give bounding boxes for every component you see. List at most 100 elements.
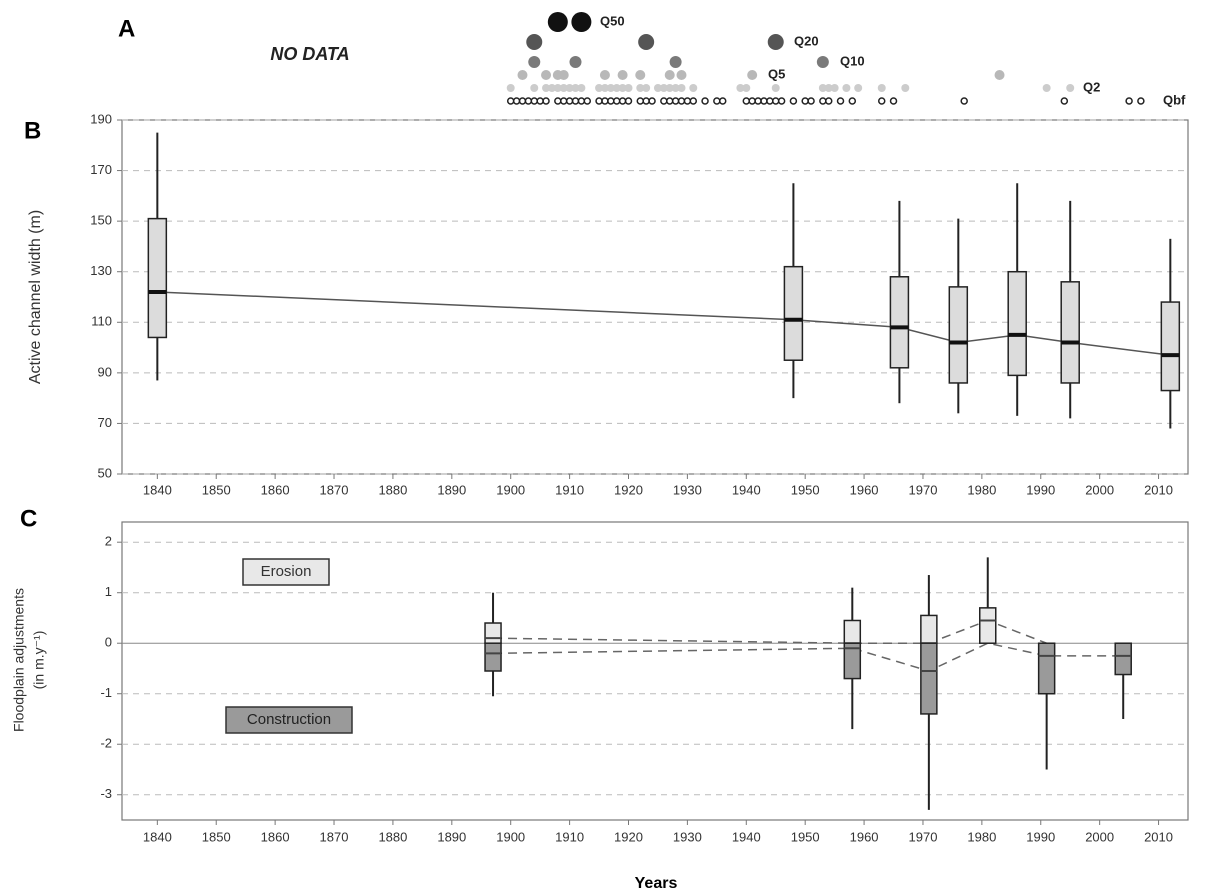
event-dot [517,70,528,80]
event-dot [624,97,633,105]
event-dot [818,84,827,92]
x-tick-label: 1970 [909,829,938,844]
median-line [493,642,1124,672]
event-dot [618,97,627,105]
event-dot [689,97,698,105]
x-tick-label: 1930 [673,482,702,497]
box [1060,281,1080,384]
event-dot [836,97,845,105]
event-dot [571,97,580,105]
event-dot [569,56,582,68]
x-tick-label: 1880 [378,829,407,844]
event-dot [617,70,628,80]
y-tick-label: -3 [100,786,112,801]
event-dot [736,84,745,92]
event-dot [547,12,568,32]
y-tick-label: 70 [98,415,112,430]
panel-label: C [20,505,37,532]
x-tick-label: 1910 [555,482,584,497]
box [1160,301,1181,392]
x-tick-label: 1990 [1026,482,1055,497]
event-dot [624,84,633,92]
event-dot [713,97,721,105]
event-dot [636,84,645,92]
x-tick-label: 1900 [496,482,525,497]
event-dot [638,34,655,50]
event-dot [960,97,968,105]
event-dot [742,97,751,105]
x-tick-label: 1850 [202,482,231,497]
event-dot [518,97,527,105]
event-dot [1125,97,1133,105]
y-tick-label: 0 [105,635,112,650]
plot-frame [121,521,1189,821]
event-dot [542,84,551,92]
event-dot [595,84,604,92]
event-dot [665,97,674,105]
event-dot [1066,84,1075,92]
series-label: Q10 [840,53,865,68]
x-tick-label: 1970 [909,482,938,497]
event-dot [877,97,886,105]
x-axis-title: Years [635,875,678,892]
box [843,642,862,680]
event-dot [824,84,833,92]
event-dot [642,97,650,105]
event-dot [742,84,751,92]
y-tick-label: 50 [98,465,112,480]
x-tick-label: 1980 [967,482,996,497]
x-tick-label: 1920 [614,829,643,844]
median-line [493,619,1047,644]
x-tick-label: 1900 [496,829,525,844]
x-tick-label: 1890 [437,829,466,844]
event-dot [676,70,687,80]
event-dot [689,84,698,92]
event-dot [601,97,609,105]
x-tick-label: 1880 [378,482,407,497]
y-tick-label: 2 [105,534,112,549]
x-tick-label: 1860 [261,829,290,844]
event-dot [547,84,556,92]
event-dot [541,70,552,80]
event-dot [683,97,692,105]
event-dot [801,97,809,105]
event-dot [542,97,550,105]
event-dot [1042,84,1051,92]
event-dot [748,97,756,105]
box [843,619,862,644]
event-dot [642,84,651,92]
box [484,622,502,644]
event-dot [553,84,562,92]
event-dot [754,97,762,105]
y-axis-title: (in m.y⁻¹) [31,631,47,690]
box [889,276,910,369]
y-tick-label: 130 [90,263,112,278]
event-dot [606,84,615,92]
event-dot [848,97,857,105]
event-dot [901,84,910,92]
event-dot [612,84,621,92]
x-tick-label: 1920 [614,482,643,497]
event-dot [636,97,645,105]
x-tick-label: 1960 [850,482,879,497]
x-tick-label: 1850 [202,829,231,844]
event-dot [512,97,521,105]
x-tick-label: 2010 [1144,482,1173,497]
x-tick-label: 1870 [320,482,349,497]
event-dot [565,97,574,105]
event-dot [677,97,686,105]
event-dot [1137,97,1145,105]
y-tick-label: 110 [91,314,112,329]
event-dot [635,70,646,80]
event-dot [558,70,569,80]
box [1037,642,1056,695]
x-tick-label: 1950 [791,482,820,497]
event-dot [528,56,541,68]
x-tick-label: 1950 [791,829,820,844]
event-dot [648,97,656,105]
box [147,217,168,339]
event-dot [600,84,609,92]
box [484,642,502,672]
y-tick-label: -2 [100,736,112,751]
event-dot [659,84,668,92]
